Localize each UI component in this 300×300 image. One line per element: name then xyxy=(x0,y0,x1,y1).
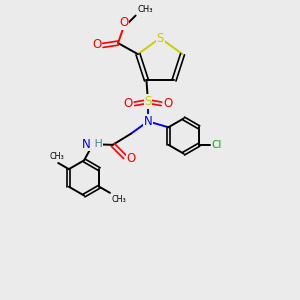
Text: O: O xyxy=(163,97,172,110)
Text: O: O xyxy=(92,38,102,51)
Text: O: O xyxy=(119,16,128,29)
Text: S: S xyxy=(144,95,152,108)
Text: CH₃: CH₃ xyxy=(137,5,153,14)
Text: O: O xyxy=(126,152,136,165)
Text: N: N xyxy=(144,115,152,128)
Text: N: N xyxy=(82,138,91,151)
Text: Cl: Cl xyxy=(212,140,222,150)
Text: CH₃: CH₃ xyxy=(49,152,64,160)
Text: CH₃: CH₃ xyxy=(112,195,127,204)
Text: S: S xyxy=(157,32,164,44)
Text: O: O xyxy=(123,97,133,110)
Text: H: H xyxy=(91,139,102,149)
